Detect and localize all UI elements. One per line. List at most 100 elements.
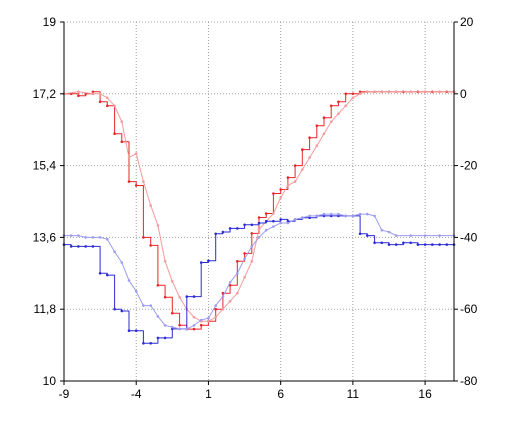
data-point bbox=[264, 219, 268, 223]
data-point bbox=[315, 124, 319, 127]
data-point bbox=[113, 250, 116, 254]
data-point bbox=[358, 92, 362, 96]
data-point bbox=[423, 243, 427, 246]
data-point bbox=[329, 212, 333, 216]
data-point bbox=[308, 216, 311, 219]
data-point bbox=[98, 272, 102, 275]
data-point bbox=[192, 327, 196, 331]
data-point bbox=[91, 245, 95, 248]
data-point bbox=[344, 92, 348, 96]
data-point bbox=[77, 94, 80, 98]
data-point bbox=[315, 214, 319, 218]
data-point bbox=[142, 342, 145, 345]
data-point bbox=[257, 216, 261, 219]
data-point bbox=[214, 304, 217, 307]
data-point bbox=[293, 218, 297, 221]
data-point bbox=[142, 236, 145, 239]
data-point bbox=[192, 315, 196, 319]
data-point bbox=[329, 120, 333, 123]
data-point bbox=[156, 284, 160, 287]
data-point bbox=[221, 307, 225, 311]
data-point bbox=[207, 319, 210, 323]
axes bbox=[60, 21, 458, 385]
data-point bbox=[416, 243, 420, 246]
data-point bbox=[293, 164, 297, 167]
series-red_light bbox=[62, 90, 456, 323]
data-point bbox=[445, 243, 449, 246]
data-point bbox=[344, 104, 348, 108]
data-point bbox=[163, 324, 167, 327]
data-point bbox=[113, 104, 116, 108]
data-point bbox=[329, 214, 333, 218]
data-point bbox=[69, 245, 73, 248]
data-point bbox=[156, 224, 160, 227]
series-blue_dark bbox=[62, 214, 456, 345]
data-point bbox=[214, 232, 217, 236]
data-point bbox=[409, 90, 413, 94]
data-point bbox=[286, 184, 290, 187]
data-point bbox=[214, 307, 217, 311]
data-point bbox=[214, 315, 217, 319]
data-point bbox=[163, 295, 167, 299]
data-point bbox=[351, 92, 355, 96]
series-line bbox=[63, 91, 454, 322]
left-tick-label: 11,8 bbox=[34, 302, 57, 316]
right-tick-label: -20 bbox=[460, 159, 478, 173]
right-tick-label: -60 bbox=[460, 302, 478, 316]
data-point bbox=[106, 96, 109, 100]
data-point bbox=[221, 291, 225, 295]
data-point bbox=[264, 212, 268, 215]
data-point bbox=[91, 236, 95, 239]
data-point bbox=[431, 243, 434, 246]
data-point bbox=[113, 132, 116, 135]
data-point bbox=[272, 192, 275, 195]
data-point bbox=[171, 311, 174, 315]
data-point bbox=[185, 327, 189, 331]
series-blue_light bbox=[62, 212, 456, 331]
data-point bbox=[351, 214, 355, 218]
data-point bbox=[91, 92, 95, 96]
data-point bbox=[438, 234, 441, 237]
data-point bbox=[134, 329, 138, 333]
data-point bbox=[402, 241, 405, 245]
data-point bbox=[329, 104, 333, 108]
data-point bbox=[127, 279, 131, 282]
data-point bbox=[387, 90, 391, 94]
data-point bbox=[250, 260, 254, 263]
data-point bbox=[438, 243, 441, 246]
data-point bbox=[380, 228, 384, 232]
data-point bbox=[286, 219, 290, 223]
data-point bbox=[243, 252, 246, 255]
data-point bbox=[358, 90, 362, 94]
data-point bbox=[69, 234, 73, 237]
data-point bbox=[243, 276, 246, 279]
data-point bbox=[178, 295, 181, 299]
data-point bbox=[84, 236, 87, 239]
data-point bbox=[315, 144, 319, 147]
data-point bbox=[106, 273, 109, 277]
data-point bbox=[91, 90, 95, 94]
right-tick-label: -80 bbox=[460, 374, 478, 388]
data-point bbox=[366, 90, 369, 94]
data-point bbox=[192, 324, 196, 327]
data-point bbox=[127, 156, 131, 159]
data-point bbox=[149, 204, 152, 207]
data-point bbox=[243, 223, 246, 227]
data-point bbox=[293, 180, 297, 183]
data-point bbox=[127, 180, 131, 183]
data-point bbox=[394, 90, 398, 94]
data-point bbox=[366, 234, 369, 237]
data-point bbox=[322, 212, 326, 216]
data-point bbox=[113, 307, 116, 311]
data-point bbox=[272, 219, 275, 223]
data-point bbox=[156, 315, 160, 318]
data-point bbox=[228, 299, 232, 303]
data-point bbox=[250, 245, 254, 248]
data-point bbox=[171, 280, 174, 283]
data-point bbox=[228, 281, 232, 284]
data-point bbox=[286, 221, 290, 225]
data-point bbox=[171, 327, 174, 331]
data-point bbox=[250, 223, 254, 227]
data-point bbox=[358, 232, 362, 236]
